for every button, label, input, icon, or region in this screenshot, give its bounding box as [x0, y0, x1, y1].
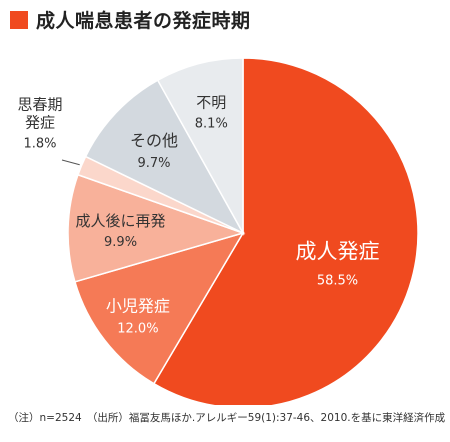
- footnote: （注）n=2524 （出所）福冨友馬ほか.アレルギー59(1):37-46、20…: [8, 412, 446, 424]
- slice-value-2: 9.9%: [104, 235, 137, 250]
- slice-value-5: 8.1%: [195, 117, 228, 132]
- pie-slice-4: [84, 79, 245, 235]
- pie-slice-2: [67, 173, 246, 283]
- slice-value-4: 9.7%: [137, 156, 170, 171]
- slice-label-2-line-0: 成人後に再発: [76, 212, 166, 230]
- slice-value-0: 58.5%: [317, 273, 358, 288]
- slice-label-1-line-0: 小児発症: [106, 297, 170, 316]
- slice-label-3-line-0: 思春期: [17, 96, 62, 114]
- pie-slice-0: [152, 57, 419, 405]
- slice-label-5-line-0: 不明: [196, 94, 226, 112]
- pie-slice-1: [74, 231, 245, 385]
- slice-label-3-line-1: 発症: [25, 114, 55, 132]
- slice-label-4-line-0: その他: [130, 131, 178, 150]
- chart-title: 成人喘息患者の発症時期: [36, 10, 251, 32]
- title-row: 成人喘息患者の発症時期: [10, 6, 251, 33]
- slice-label-0-line-0: 成人発症: [296, 239, 380, 263]
- slice-value-3: 1.8%: [23, 137, 56, 152]
- title-square-icon: [10, 10, 28, 29]
- leader-line: [61, 159, 80, 166]
- slice-value-1: 12.0%: [117, 322, 158, 337]
- pie-slice-5: [156, 57, 244, 236]
